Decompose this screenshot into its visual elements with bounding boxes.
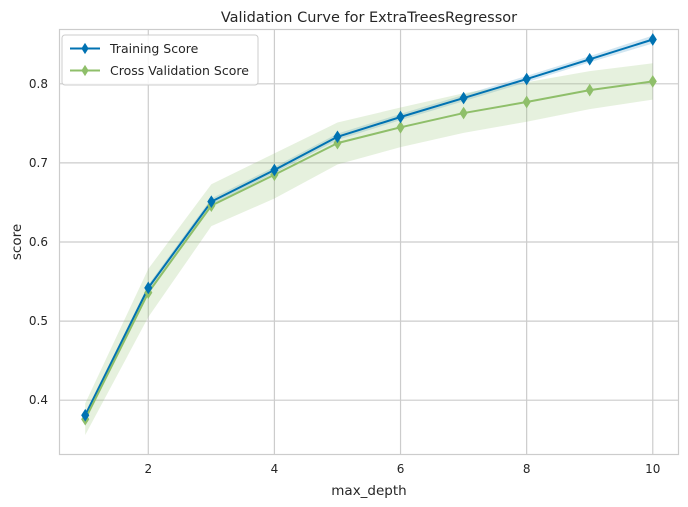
line-training (84, 38, 654, 416)
point-training (81, 408, 90, 422)
series-lines (84, 38, 654, 420)
y-tick-label: 0.8 (29, 77, 48, 91)
point-training (333, 130, 342, 144)
point-training (396, 110, 405, 124)
point-training (207, 195, 216, 208)
y-tick-label: 0.7 (29, 156, 48, 170)
y-axis-label: score (9, 224, 25, 260)
score-bands (85, 35, 653, 436)
point-cross-validation (648, 75, 657, 88)
x-tick-label: 4 (271, 462, 279, 476)
point-training (522, 72, 531, 86)
y-tick-label: 0.5 (29, 314, 48, 328)
series-markers (81, 33, 657, 426)
legend: Training Score Cross Validation Score (61, 34, 259, 86)
legend-box (61, 34, 259, 86)
grid-lines (60, 30, 678, 454)
legend-marker-cross-validation (81, 64, 89, 77)
band-cross-validation (85, 63, 653, 436)
x-tick-label: 8 (523, 462, 531, 476)
x-tick-label: 6 (397, 462, 405, 476)
plot-frame (58, 28, 680, 456)
tick-labels: 2 4 6 8 10 0.4 0.5 0.6 0.7 0.8 (29, 77, 661, 476)
point-cross-validation (585, 83, 594, 97)
point-training (459, 91, 468, 105)
point-training (144, 281, 153, 295)
x-tick-label: 2 (144, 462, 152, 476)
point-cross-validation (396, 120, 405, 134)
point-cross-validation (522, 95, 531, 109)
x-tick-label: 10 (645, 462, 660, 476)
x-axis-label: max_depth (331, 483, 406, 499)
y-tick-label: 0.6 (29, 235, 48, 249)
point-cross-validation (459, 106, 468, 120)
y-tick-label: 0.4 (29, 393, 48, 407)
legend-label-cross-validation: Cross Validation Score (110, 63, 249, 78)
point-training (585, 52, 594, 66)
chart-title: Validation Curve for ExtraTreesRegressor (221, 10, 517, 26)
point-training (648, 33, 657, 46)
line-cross-validation (84, 80, 653, 420)
legend-label-training: Training Score (109, 41, 199, 56)
point-training (270, 163, 279, 177)
legend-marker-training (81, 42, 89, 55)
